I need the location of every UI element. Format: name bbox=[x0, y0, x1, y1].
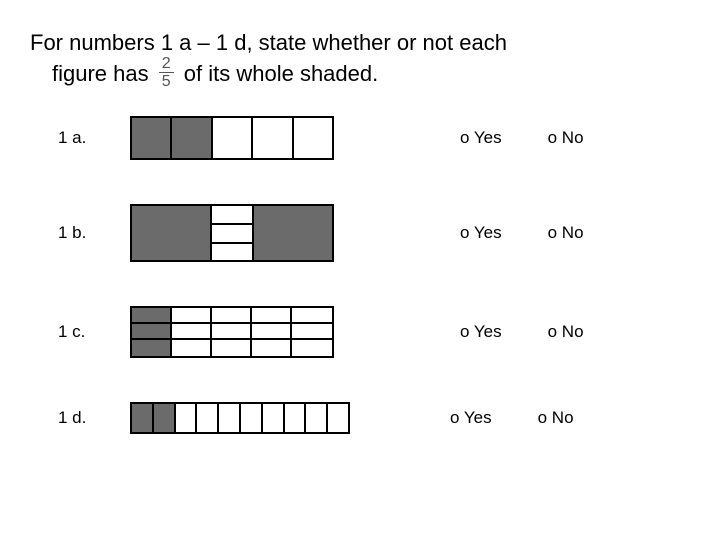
question-line2-before: figure has bbox=[52, 61, 149, 86]
shaded-block-right bbox=[254, 206, 332, 260]
cell bbox=[132, 324, 172, 340]
cell bbox=[132, 404, 154, 432]
option-yes-1a[interactable]: o Yes bbox=[460, 128, 502, 148]
label-1b: 1 b. bbox=[58, 223, 130, 243]
label-1d: 1 d. bbox=[58, 408, 130, 428]
cell bbox=[292, 324, 332, 340]
fraction-two-fifths: 2 5 bbox=[159, 56, 174, 91]
cell bbox=[212, 206, 252, 225]
cell bbox=[252, 308, 292, 324]
cell bbox=[197, 404, 219, 432]
cell bbox=[306, 404, 328, 432]
cell bbox=[253, 118, 293, 158]
shaded-block-left bbox=[132, 206, 210, 260]
cell bbox=[132, 340, 172, 356]
cell bbox=[252, 324, 292, 340]
question-prompt: For numbers 1 a – 1 d, state whether or … bbox=[30, 28, 690, 92]
cell bbox=[172, 118, 212, 158]
option-no-1b[interactable]: o No bbox=[548, 223, 584, 243]
item-1d: 1 d. o Yes o No bbox=[58, 402, 690, 434]
item-1c: 1 c. bbox=[58, 306, 690, 358]
cell bbox=[213, 118, 253, 158]
cell bbox=[212, 340, 252, 356]
figure-1d bbox=[130, 402, 350, 434]
cell bbox=[285, 404, 307, 432]
cell bbox=[252, 340, 292, 356]
figure-1c bbox=[130, 306, 334, 358]
cell bbox=[212, 225, 252, 244]
question-line2-after: of its whole shaded. bbox=[184, 61, 378, 86]
label-1a: 1 a. bbox=[58, 128, 130, 148]
option-no-1c[interactable]: o No bbox=[548, 322, 584, 342]
option-yes-1b[interactable]: o Yes bbox=[460, 223, 502, 243]
fraction-denominator: 5 bbox=[159, 73, 174, 91]
fraction-numerator: 2 bbox=[159, 56, 174, 73]
cell bbox=[172, 340, 212, 356]
option-yes-1d[interactable]: o Yes bbox=[450, 408, 492, 428]
cell bbox=[263, 404, 285, 432]
cell bbox=[176, 404, 198, 432]
cell bbox=[132, 118, 172, 158]
cell bbox=[219, 404, 241, 432]
mid-column bbox=[210, 206, 254, 260]
cell bbox=[212, 308, 252, 324]
label-1c: 1 c. bbox=[58, 322, 130, 342]
cell bbox=[292, 340, 332, 356]
cell bbox=[294, 118, 332, 158]
cell bbox=[241, 404, 263, 432]
question-line1: For numbers 1 a – 1 d, state whether or … bbox=[30, 30, 507, 55]
cell bbox=[172, 308, 212, 324]
cell bbox=[212, 324, 252, 340]
item-1b: 1 b. o Yes o No bbox=[58, 204, 690, 262]
figure-1b bbox=[130, 204, 334, 262]
option-yes-1c[interactable]: o Yes bbox=[460, 322, 502, 342]
cell bbox=[132, 308, 172, 324]
cell bbox=[212, 244, 252, 261]
cell bbox=[292, 308, 332, 324]
option-no-1d[interactable]: o No bbox=[538, 408, 574, 428]
item-1a: 1 a. o Yes o No bbox=[58, 116, 690, 160]
cell bbox=[154, 404, 176, 432]
cell bbox=[328, 404, 348, 432]
cell bbox=[172, 324, 212, 340]
figure-1a bbox=[130, 116, 334, 160]
option-no-1a[interactable]: o No bbox=[548, 128, 584, 148]
